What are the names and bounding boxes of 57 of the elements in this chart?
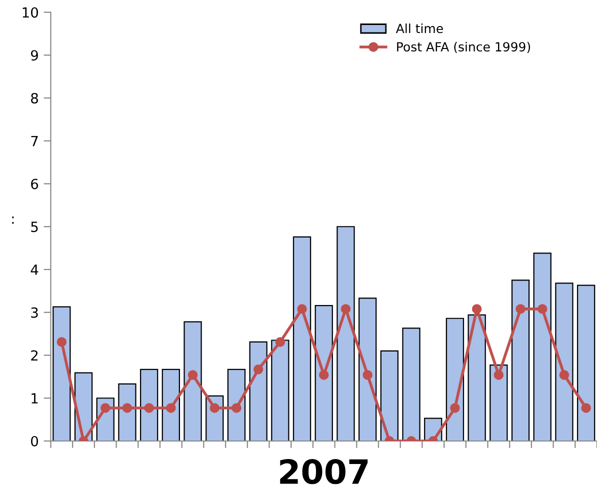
bar xyxy=(314,304,333,441)
bar xyxy=(227,368,246,441)
y-tick-label: 10 xyxy=(22,7,38,18)
point xyxy=(297,304,307,314)
bar xyxy=(555,282,574,441)
point xyxy=(559,370,570,380)
point xyxy=(188,370,198,380)
y-tick-label: 3 xyxy=(31,307,38,318)
bar xyxy=(271,340,290,441)
y-tick-label: 0 xyxy=(31,436,38,446)
y-tick-label: 6 xyxy=(31,178,38,190)
point xyxy=(340,304,351,314)
legend-label: Post AFA (since 1999) xyxy=(397,42,530,53)
point xyxy=(122,403,132,413)
point xyxy=(494,370,504,380)
point xyxy=(581,403,591,413)
point xyxy=(253,364,264,374)
bar xyxy=(118,383,136,441)
point xyxy=(450,403,460,413)
y-tick-label: 2 xyxy=(31,350,38,361)
bar xyxy=(140,368,158,441)
point xyxy=(319,370,329,380)
bar xyxy=(358,298,377,441)
y-tick-label: 5 xyxy=(31,222,38,232)
bar xyxy=(162,368,180,441)
bar xyxy=(577,284,596,441)
bar xyxy=(52,306,71,441)
y-axis-title: : xyxy=(12,216,14,224)
point xyxy=(516,304,526,314)
bar xyxy=(184,321,202,441)
point xyxy=(144,403,154,413)
bar xyxy=(533,252,552,441)
bar xyxy=(249,341,268,441)
point xyxy=(166,403,176,413)
point xyxy=(232,403,242,413)
point xyxy=(538,304,548,314)
point xyxy=(100,403,110,413)
bar xyxy=(402,328,420,441)
point xyxy=(210,403,220,413)
bar xyxy=(336,226,355,441)
bar xyxy=(292,236,312,441)
point xyxy=(472,304,482,314)
x-axis-title: 2007 xyxy=(280,458,368,484)
bar xyxy=(380,350,398,441)
point xyxy=(275,337,286,347)
y-tick-label: 9 xyxy=(30,50,38,61)
y-tick-label: 4 xyxy=(30,264,38,275)
y-tick-label: 7 xyxy=(31,136,38,146)
bar xyxy=(446,318,464,441)
bar xyxy=(468,314,486,441)
bar xyxy=(490,364,508,441)
y-tick-label: 8 xyxy=(31,92,38,104)
legend-label: All time xyxy=(396,24,443,34)
y-tick-label: 1 xyxy=(32,393,38,404)
point xyxy=(362,370,372,380)
bar xyxy=(511,280,530,441)
point xyxy=(56,337,67,347)
